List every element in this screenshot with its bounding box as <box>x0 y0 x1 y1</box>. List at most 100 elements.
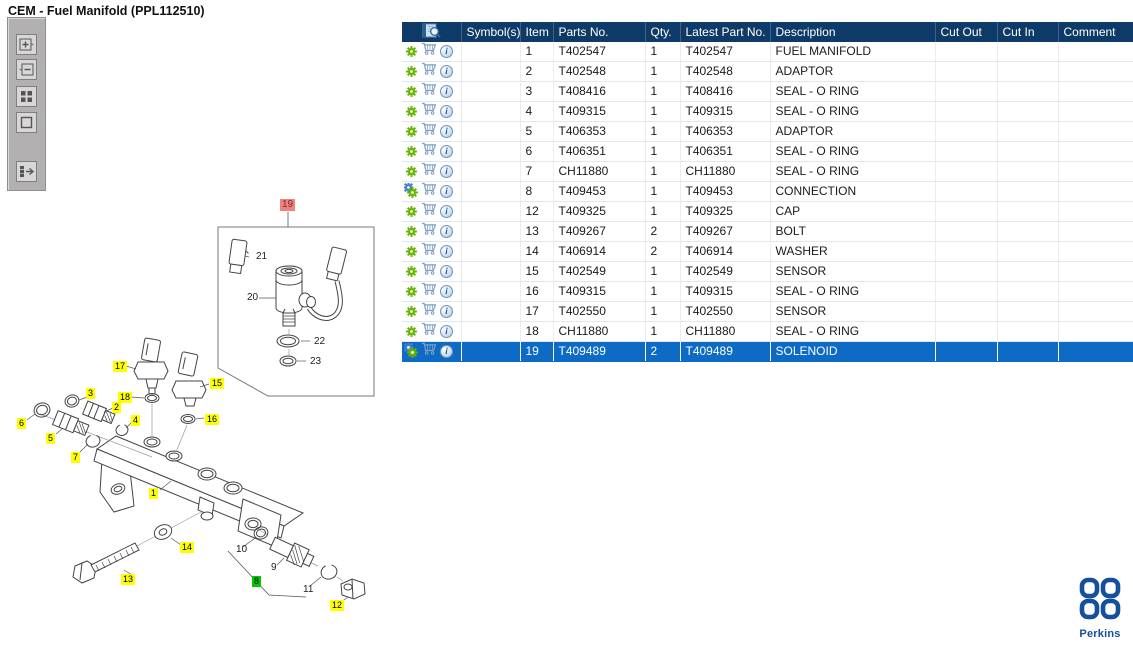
info-icon[interactable]: i <box>440 325 453 338</box>
gear-icon[interactable] <box>405 125 418 138</box>
cell-comment <box>1058 101 1133 122</box>
parts-row-item-14[interactable]: i 14 T406914 2 T406914 WASHER <box>402 241 1133 262</box>
cell-cut-out <box>935 81 998 102</box>
diagram-callout-11[interactable]: 11 <box>303 584 314 595</box>
diagram-callout-18[interactable]: 18 <box>118 392 133 403</box>
parts-row-item-19[interactable]: i 19 T409489 2 T409489 SOLENOID <box>402 341 1133 362</box>
info-icon[interactable]: i <box>440 225 453 238</box>
cart-icon[interactable] <box>421 322 437 341</box>
diagram-callout-16[interactable]: 16 <box>205 414 220 425</box>
info-icon[interactable]: i <box>440 145 453 158</box>
diagram-callout-17[interactable]: 17 <box>113 361 128 372</box>
cart-icon[interactable] <box>421 122 437 141</box>
cart-icon[interactable] <box>421 102 437 121</box>
diagram-callout-15[interactable]: 15 <box>210 378 225 389</box>
info-icon[interactable]: i <box>440 65 453 78</box>
diagram-callout-2[interactable]: 2 <box>112 402 122 413</box>
gear-icon[interactable] <box>405 265 418 278</box>
info-icon[interactable]: i <box>440 125 453 138</box>
diagram-callout-10[interactable]: 10 <box>236 544 248 555</box>
cart-icon[interactable] <box>421 242 437 261</box>
gear-icon[interactable] <box>405 305 418 318</box>
info-icon[interactable]: i <box>440 45 453 58</box>
cart-icon[interactable] <box>421 282 437 301</box>
fit-view-button[interactable] <box>16 112 37 133</box>
cart-icon[interactable] <box>421 182 437 201</box>
info-icon[interactable]: i <box>440 165 453 178</box>
parts-row-item-12[interactable]: i 12 T409325 1 T409325 CAP <box>402 201 1133 222</box>
diagram-callout-5[interactable]: 5 <box>46 433 56 444</box>
gear-icon[interactable] <box>405 45 418 58</box>
gear-icon[interactable] <box>405 205 418 218</box>
cart-icon[interactable] <box>421 222 437 241</box>
diagram-callout-1[interactable]: 1 <box>149 488 159 499</box>
cell-parts-no: T406914 <box>553 241 646 262</box>
info-icon[interactable]: i <box>440 305 453 318</box>
cart-icon[interactable] <box>421 42 437 61</box>
diagram-callout-4[interactable]: 4 <box>131 415 141 426</box>
parts-row-item-2[interactable]: i 2 T402548 1 T402548 ADAPTOR <box>402 61 1133 82</box>
parts-row-item-4[interactable]: i 4 T409315 1 T409315 SEAL - O RING <box>402 101 1133 122</box>
cart-icon[interactable] <box>421 142 437 161</box>
toggle-panel-button[interactable] <box>16 161 37 182</box>
gear-icon[interactable] <box>405 145 418 158</box>
info-icon[interactable]: i <box>440 185 453 198</box>
info-icon[interactable]: i <box>440 285 453 298</box>
parts-row-item-5[interactable]: i 5 T406353 1 T406353 ADAPTOR <box>402 121 1133 142</box>
diagram-callout-3[interactable]: 3 <box>86 388 96 399</box>
diagram-callout-9[interactable]: 9 <box>271 562 277 573</box>
diagram-callout-19[interactable]: 19 <box>280 199 296 211</box>
assembly-gear-icon[interactable] <box>404 183 418 198</box>
info-icon[interactable]: i <box>440 85 453 98</box>
cart-icon[interactable] <box>421 162 437 181</box>
cart-icon[interactable] <box>421 302 437 321</box>
diagram-callout-14[interactable]: 14 <box>180 542 195 553</box>
cell-cut-in <box>997 301 1059 322</box>
parts-row-item-16[interactable]: i 16 T409315 1 T409315 SEAL - O RING <box>402 281 1133 302</box>
diagram-callout-6[interactable]: 6 <box>17 418 27 429</box>
parts-row-item-1[interactable]: i 1 T402547 1 T402547 FUEL MANIFOLD <box>402 42 1133 62</box>
diagram-callout-23[interactable]: 23 <box>310 356 322 367</box>
gear-icon[interactable] <box>405 245 418 258</box>
gear-icon[interactable] <box>405 285 418 298</box>
cart-icon[interactable] <box>421 82 437 101</box>
parts-row-item-17[interactable]: i 17 T402550 1 T402550 SENSOR <box>402 301 1133 322</box>
cart-icon <box>422 242 437 255</box>
cart-icon[interactable] <box>421 262 437 281</box>
zoom-out-button[interactable] <box>16 59 37 80</box>
gear-icon[interactable] <box>405 85 418 98</box>
cart-icon[interactable] <box>421 62 437 81</box>
cell-parts-no: T402548 <box>553 61 646 82</box>
info-icon[interactable]: i <box>440 105 453 118</box>
parts-row-item-13[interactable]: i 13 T409267 2 T409267 BOLT <box>402 221 1133 242</box>
diagram-callout-20[interactable]: 20 <box>247 292 259 303</box>
gear-icon[interactable] <box>405 105 418 118</box>
gear-icon[interactable] <box>405 325 418 338</box>
parts-row-item-3[interactable]: i 3 T408416 1 T408416 SEAL - O RING <box>402 81 1133 102</box>
gear-icon[interactable] <box>405 165 418 178</box>
gear-icon[interactable] <box>405 65 418 78</box>
info-icon[interactable]: i <box>440 245 453 258</box>
gear-icon[interactable] <box>405 225 418 238</box>
info-icon[interactable]: i <box>440 345 453 358</box>
parts-row-item-6[interactable]: i 6 T406351 1 T406351 SEAL - O RING <box>402 141 1133 162</box>
zoom-in-button[interactable] <box>16 34 37 55</box>
assembly-gear-icon[interactable] <box>404 343 418 358</box>
diagram-callout-8[interactable]: 8 <box>252 576 262 587</box>
diagram-callout-7[interactable]: 7 <box>71 452 81 463</box>
cell-cut-out <box>935 321 998 342</box>
parts-row-item-18[interactable]: i 18 CH11880 1 CH11880 SEAL - O RING <box>402 321 1133 342</box>
info-icon[interactable]: i <box>440 205 453 218</box>
parts-row-item-15[interactable]: i 15 T402549 1 T402549 SENSOR <box>402 261 1133 282</box>
parts-row-item-7[interactable]: i 7 CH11880 1 CH11880 SEAL - O RING <box>402 161 1133 182</box>
cart-icon[interactable] <box>421 202 437 221</box>
diagram-callout-21[interactable]: 21 <box>256 251 268 262</box>
diagram-callout-13[interactable]: 13 <box>121 574 136 585</box>
info-icon[interactable]: i <box>440 265 453 278</box>
cart-icon[interactable] <box>421 342 437 361</box>
diagram-callout-22[interactable]: 22 <box>314 336 326 347</box>
diagram-callout-12[interactable]: 12 <box>330 600 345 611</box>
tile-view-button[interactable] <box>16 86 37 107</box>
parts-row-item-8[interactable]: i 8 T409453 1 T409453 CONNECTION <box>402 181 1133 202</box>
